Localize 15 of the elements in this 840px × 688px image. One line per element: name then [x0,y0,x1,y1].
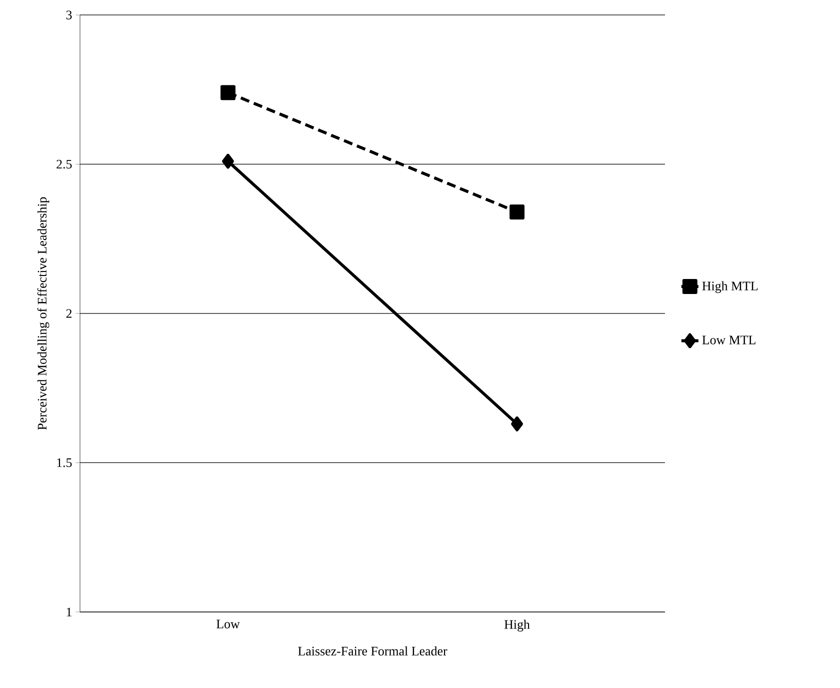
point [220,85,236,100]
point [222,154,234,169]
point [511,416,524,432]
y-tick-label: 1.5 [57,458,72,468]
y-tick-label: 3 [66,10,72,20]
y-tick-label: 2.5 [56,160,72,169]
x-axis-title: Laissez-Faire Formal Leader [298,646,448,656]
point [510,204,524,220]
legend-label: High MTL [702,281,758,294]
y-tick-label: 2 [66,309,72,318]
x-tick-label: Low [216,620,240,628]
y-axis-title: Perceived Modelling of Effective Leadership [37,197,50,430]
legend-label: Low MTL [702,336,756,344]
y-tick-label: 1 [66,608,72,616]
x-tick-label: High [504,620,530,632]
